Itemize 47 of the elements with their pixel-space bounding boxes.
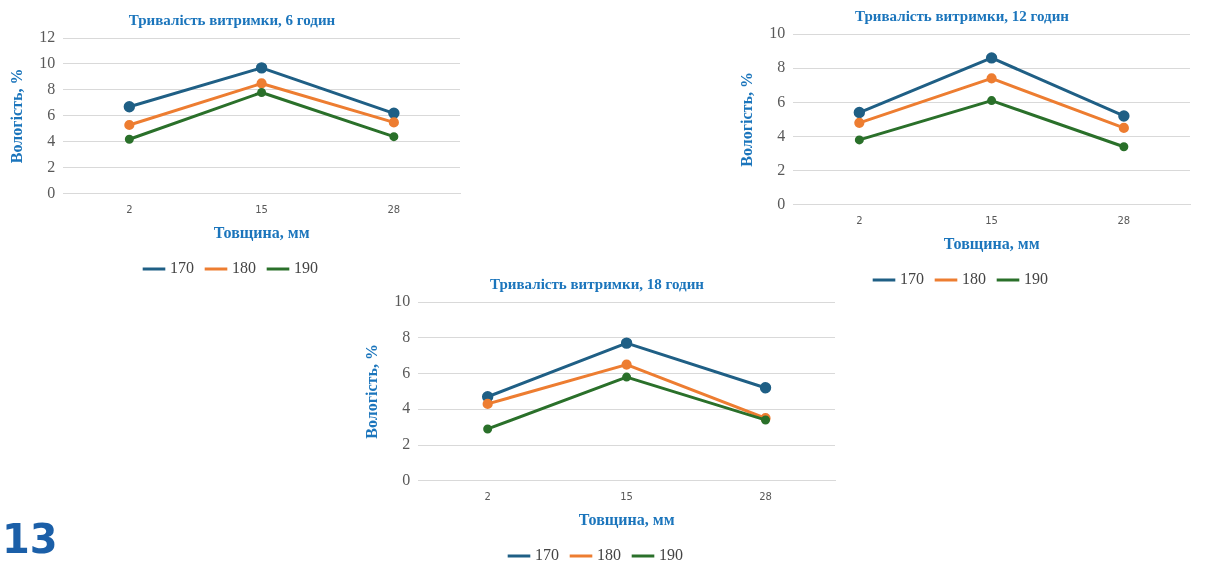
y-tick-label: 0 <box>777 195 786 212</box>
legend-label: 190 <box>659 546 683 564</box>
x-tick-label: 2 <box>126 204 133 216</box>
legend-label: 170 <box>535 546 559 564</box>
y-tick-label: 6 <box>47 106 56 124</box>
y-tick-label: 8 <box>47 80 56 98</box>
legend-label: 170 <box>170 259 194 277</box>
y-tick-label: 10 <box>394 292 411 310</box>
legend-label: 170 <box>900 270 924 288</box>
x-axis-title: Товщина, мм <box>943 234 1040 252</box>
y-tick-label: 6 <box>777 92 786 110</box>
x-tick-label: 15 <box>985 215 998 227</box>
y-tick-label: 10 <box>39 54 56 72</box>
chart-title: Тривалість витримки, 12 годин <box>855 7 1070 24</box>
y-tick-label: 6 <box>402 363 411 381</box>
y-axis-title: Вологість, % <box>737 72 755 167</box>
x-tick-label: 28 <box>759 491 772 503</box>
y-tick-label: 0 <box>402 471 411 488</box>
y-tick-label: 2 <box>402 435 411 453</box>
x-tick-label: 15 <box>255 204 268 216</box>
x-tick-label: 2 <box>484 491 491 503</box>
x-tick-label: 28 <box>1117 215 1131 227</box>
x-tick-label: 28 <box>387 204 401 216</box>
y-tick-label: 0 <box>47 184 56 201</box>
chart-title: Тривалість витримки, 6 годин <box>128 11 336 28</box>
legend-label: 180 <box>232 259 256 277</box>
y-tick-label: 2 <box>777 160 786 178</box>
y-tick-label: 12 <box>39 28 56 46</box>
y-tick-label: 4 <box>402 399 411 417</box>
x-tick-label: 2 <box>856 215 863 227</box>
y-axis-title: Вологість, % <box>362 344 380 439</box>
y-tick-label: 8 <box>777 58 786 76</box>
x-axis-title: Товщина, мм <box>578 510 675 528</box>
y-tick-label: 10 <box>769 24 786 42</box>
y-tick-label: 2 <box>47 158 56 176</box>
y-tick-label: 4 <box>777 126 786 144</box>
x-tick-label: 15 <box>620 491 633 503</box>
legend-label: 180 <box>962 270 986 288</box>
y-axis-title: Вологість, % <box>7 68 25 164</box>
legend-label: 190 <box>1024 270 1048 288</box>
x-axis-title: Товщина, мм <box>213 223 310 241</box>
y-tick-label: 4 <box>47 132 56 150</box>
chart-title: Тривалість витримки, 18 годин <box>490 275 705 292</box>
text: 13 <box>2 516 58 562</box>
legend-label: 190 <box>294 259 318 277</box>
legend-label: 180 <box>597 546 621 564</box>
y-tick-label: 8 <box>402 327 411 345</box>
